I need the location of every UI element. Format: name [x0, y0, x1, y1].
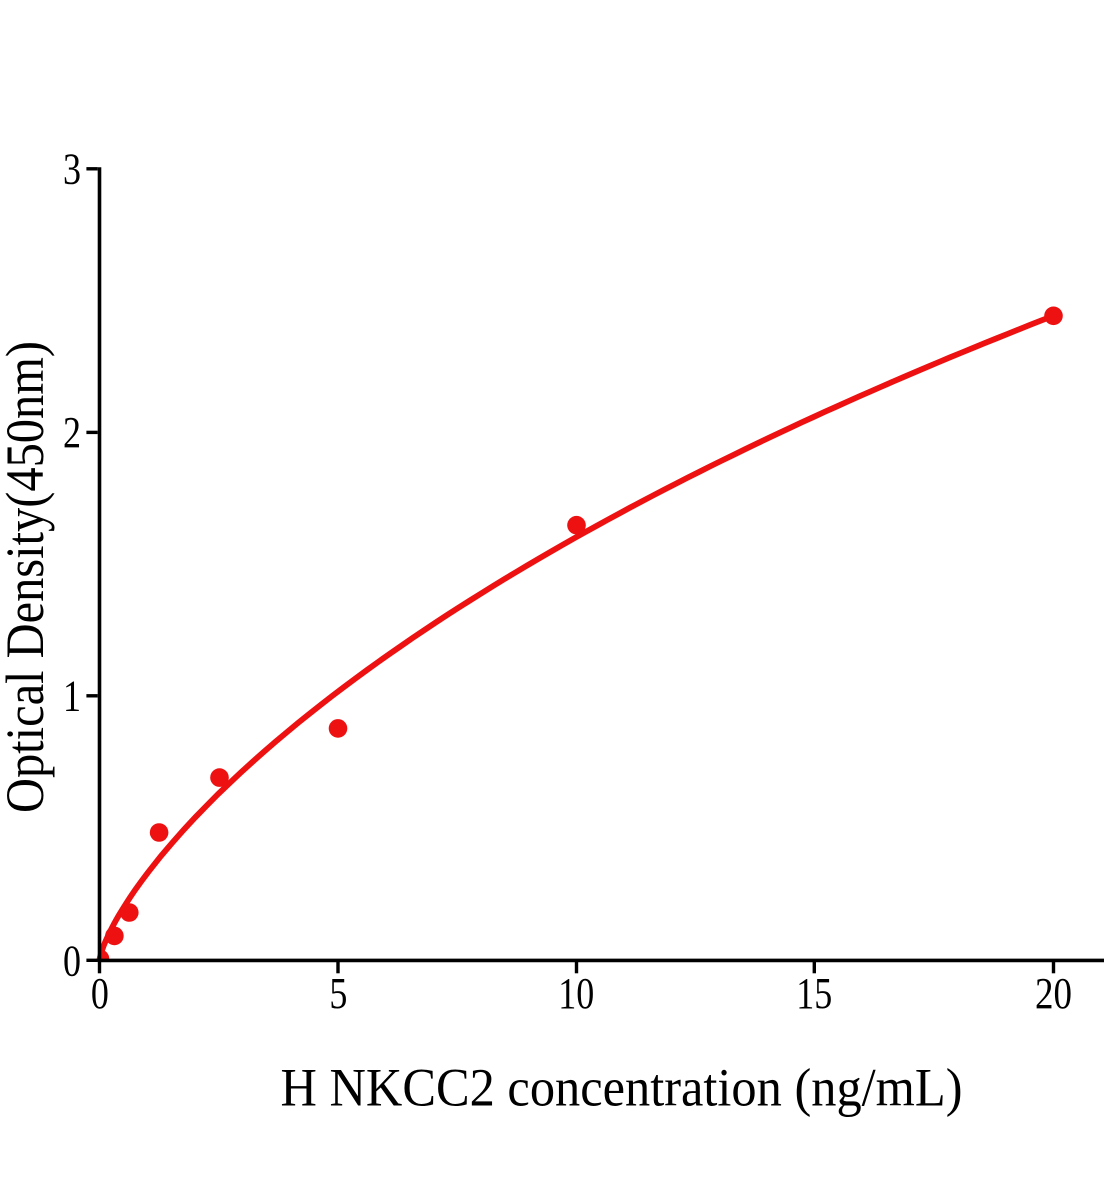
svg-text:0: 0 [63, 936, 81, 985]
svg-text:10: 10 [558, 969, 594, 1018]
svg-text:3: 3 [63, 144, 81, 193]
svg-text:H NKCC2 concentration (ng/mL): H NKCC2 concentration (ng/mL) [281, 1058, 963, 1118]
svg-text:15: 15 [796, 969, 832, 1018]
svg-text:0: 0 [91, 969, 109, 1018]
svg-text:2: 2 [63, 408, 81, 457]
svg-text:Optical Density(450nm): Optical Density(450nm) [0, 341, 55, 813]
svg-text:5: 5 [329, 969, 347, 1018]
svg-text:1: 1 [63, 671, 81, 720]
svg-text:20: 20 [1035, 969, 1072, 1018]
